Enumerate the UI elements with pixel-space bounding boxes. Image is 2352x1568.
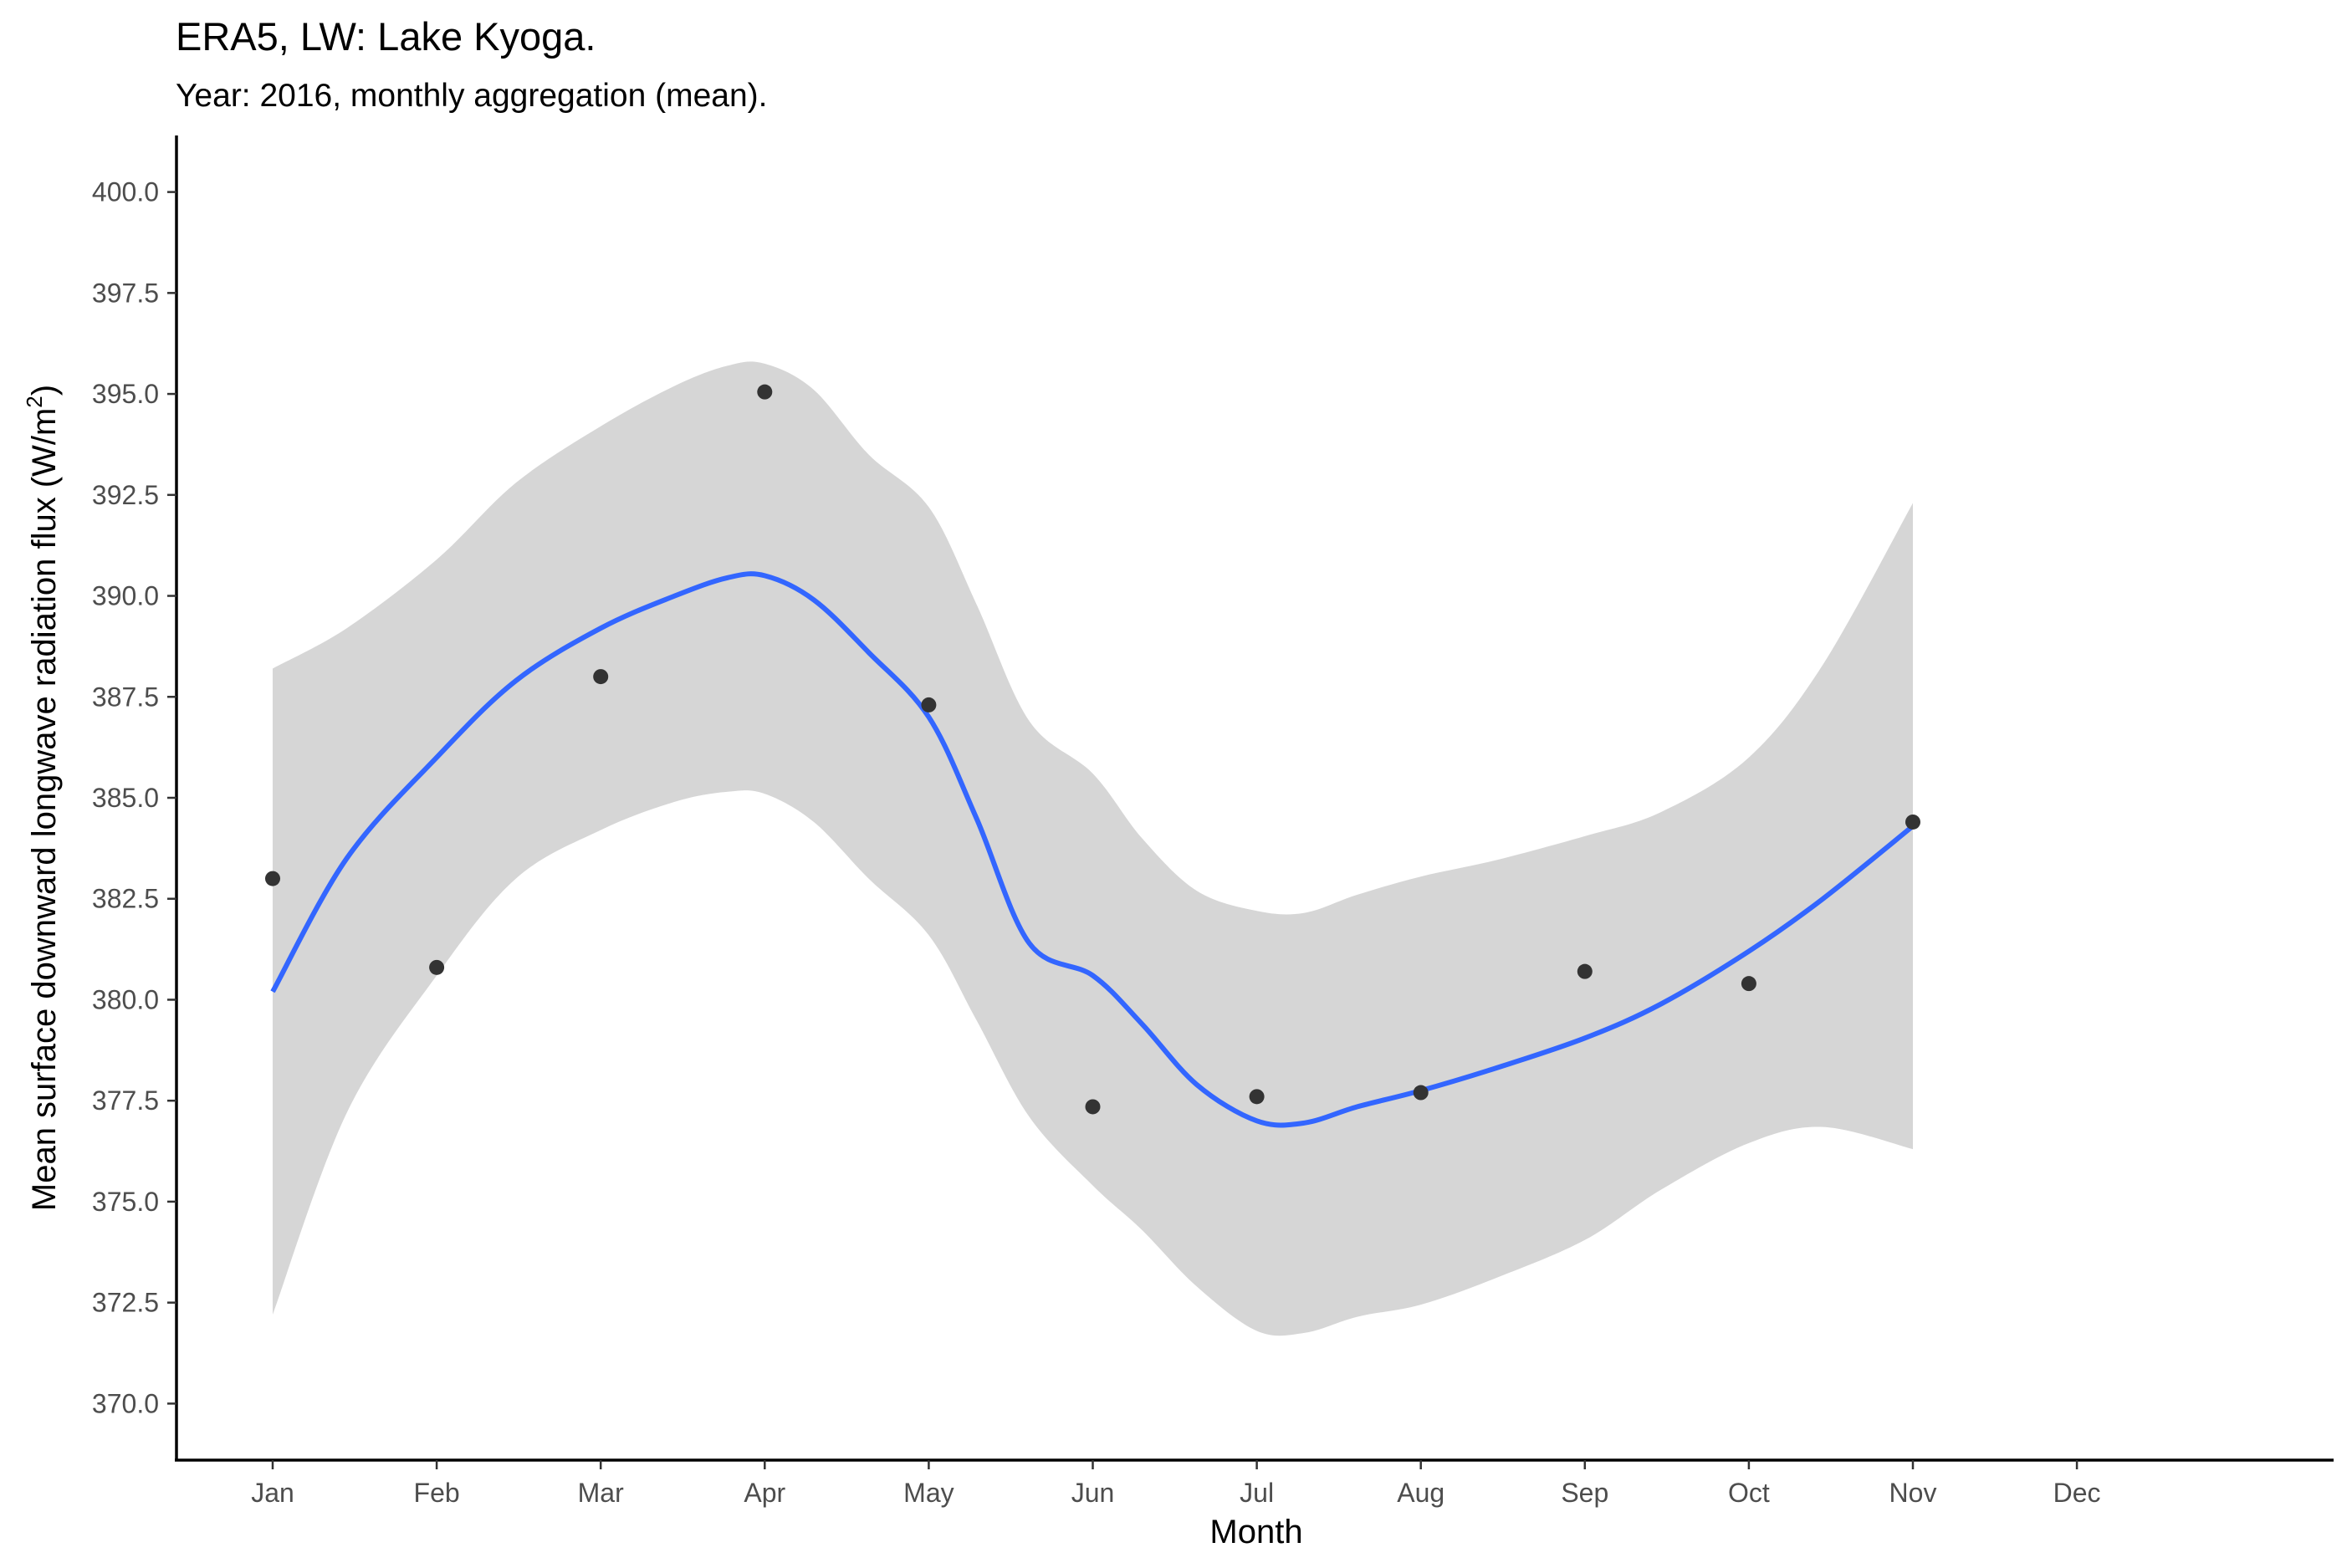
y-tick-label: 390.0: [92, 581, 159, 611]
confidence-ribbon: [273, 361, 1913, 1336]
y-tick-label: 392.5: [92, 480, 159, 510]
data-point: [593, 669, 609, 685]
x-tick-label: Jun: [1071, 1478, 1115, 1508]
y-tick-label: 375.0: [92, 1187, 159, 1217]
x-axis-title: Month: [1209, 1514, 1302, 1550]
x-tick-label: Dec: [2053, 1478, 2101, 1508]
y-tick-label: 387.5: [92, 682, 159, 712]
data-point: [429, 959, 445, 975]
x-tick-label: Sep: [1561, 1478, 1608, 1508]
data-point: [1577, 963, 1593, 979]
y-axis-title: Mean surface downward longwave radiation…: [22, 385, 63, 1211]
data-point: [1413, 1085, 1429, 1101]
y-tick-label: 370.0: [92, 1388, 159, 1418]
y-tick-label: 372.5: [92, 1288, 159, 1318]
y-tick-label: 397.5: [92, 278, 159, 308]
data-point: [1085, 1099, 1101, 1115]
data-point: [757, 384, 773, 400]
data-point: [921, 697, 937, 712]
data-point: [1905, 814, 1920, 830]
y-axis-title-close: ): [26, 385, 63, 396]
x-tick-label: Apr: [744, 1478, 785, 1508]
y-tick-label: 395.0: [92, 379, 159, 409]
x-tick-label: Jul: [1240, 1478, 1274, 1508]
y-tick-label: 400.0: [92, 177, 159, 207]
y-tick-label: 377.5: [92, 1085, 159, 1116]
smooth-line-layer: [270, 571, 1915, 1128]
y-tick-label: 380.0: [92, 984, 159, 1014]
chart-subtitle: Year: 2016, monthly aggregation (mean).: [176, 78, 768, 114]
x-tick-label: Mar: [578, 1478, 624, 1508]
x-tick-label: Aug: [1397, 1478, 1444, 1508]
x-tick-label: Feb: [414, 1478, 460, 1508]
y-tick-label: 385.0: [92, 783, 159, 813]
chart-title: ERA5, LW: Lake Kyoga.: [176, 14, 596, 59]
smooth-fit-line: [270, 571, 1915, 1128]
data-point: [1249, 1089, 1265, 1105]
confidence-ribbon-layer: [273, 361, 1913, 1336]
y-axis-title-text: Mean surface downward longwave radiation…: [26, 408, 63, 1211]
x-axis-ticks: Jan Feb Mar Apr May Jun Jul Aug Sep Oct Nov Dec: [251, 1460, 2101, 1508]
data-point: [1741, 976, 1756, 992]
x-tick-label: Jan: [251, 1478, 294, 1508]
y-axis-ticks: 370.0 372.5 375.0 377.5 380.0 382.5 385.0 387.5…: [92, 177, 176, 1418]
data-points-layer: [265, 384, 1920, 1115]
y-tick-label: 382.5: [92, 884, 159, 914]
x-tick-label: Nov: [1889, 1478, 1937, 1508]
y-axis-title-superscript: 2: [22, 396, 47, 407]
x-tick-label: Oct: [1728, 1478, 1770, 1508]
x-tick-label: May: [903, 1478, 954, 1508]
data-point: [265, 871, 280, 886]
